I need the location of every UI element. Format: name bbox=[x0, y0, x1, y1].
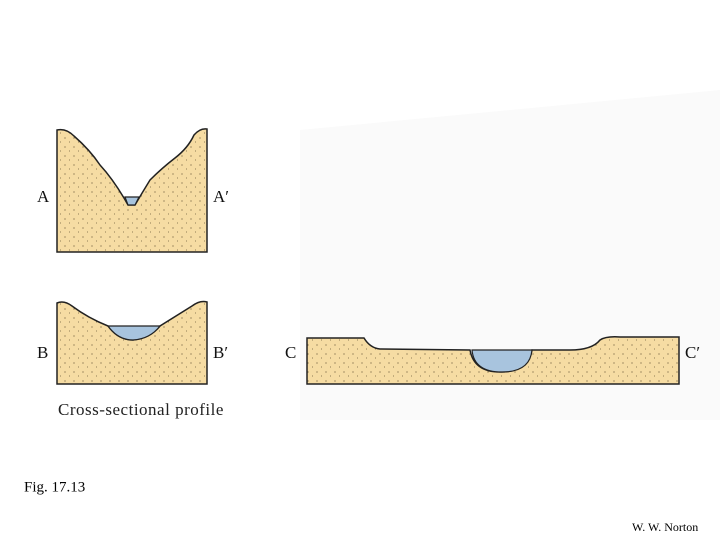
profile-a: A A′ bbox=[37, 128, 229, 253]
caption: Cross-sectional profile bbox=[58, 400, 224, 419]
water bbox=[106, 325, 162, 341]
label: C bbox=[285, 343, 296, 362]
profile-c: C C′ bbox=[285, 336, 700, 385]
water bbox=[471, 349, 533, 373]
label: B bbox=[37, 343, 48, 362]
label: C′ bbox=[685, 343, 700, 362]
ground bbox=[56, 300, 208, 385]
label: B′ bbox=[213, 343, 228, 362]
figure-label: Fig. 17.13 bbox=[24, 479, 85, 495]
label: A′ bbox=[213, 187, 229, 206]
ground bbox=[56, 128, 208, 253]
profile-b: B B′ bbox=[37, 300, 228, 385]
label: A bbox=[37, 187, 50, 206]
credit: W. W. Norton bbox=[632, 520, 698, 534]
water bbox=[124, 196, 140, 206]
